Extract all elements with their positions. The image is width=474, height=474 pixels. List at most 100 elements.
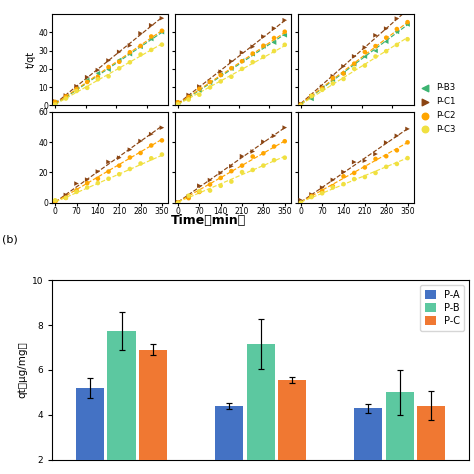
Point	[116, 56, 123, 64]
Point	[116, 154, 123, 162]
Point	[319, 187, 326, 195]
Point	[94, 175, 102, 182]
Point	[404, 155, 411, 162]
Point	[137, 137, 145, 145]
Point	[228, 178, 235, 185]
Point	[217, 68, 225, 75]
Point	[404, 36, 411, 43]
Point	[383, 38, 390, 46]
Point	[228, 57, 235, 65]
Point	[372, 47, 379, 55]
Point	[308, 193, 315, 201]
Point	[350, 60, 358, 67]
Point	[83, 76, 91, 84]
Point	[83, 184, 91, 191]
Point	[372, 32, 379, 39]
Point	[185, 92, 192, 100]
Point	[297, 101, 305, 109]
Point	[372, 150, 379, 158]
Point	[94, 69, 102, 77]
Point	[260, 162, 267, 169]
Point	[73, 180, 80, 187]
Point	[83, 179, 91, 187]
Point	[174, 101, 182, 109]
Point	[105, 66, 112, 73]
Point	[126, 165, 134, 173]
Point	[404, 138, 411, 146]
Point	[393, 28, 401, 36]
Point	[260, 53, 267, 61]
Point	[228, 65, 235, 73]
Point	[217, 71, 225, 78]
Point	[383, 139, 390, 146]
Point	[105, 158, 112, 166]
Point	[147, 33, 155, 40]
Point	[319, 184, 326, 191]
Point	[51, 99, 59, 106]
Point	[196, 82, 203, 90]
Point	[73, 82, 80, 90]
Point	[319, 83, 326, 91]
Point	[185, 193, 192, 201]
Point	[281, 124, 289, 131]
Point	[383, 153, 390, 160]
Bar	[139, 350, 167, 474]
Point	[147, 155, 155, 162]
Point	[174, 100, 182, 108]
Point	[185, 192, 192, 200]
Point	[147, 130, 155, 138]
Point	[281, 137, 289, 145]
Point	[319, 86, 326, 94]
Point	[350, 169, 358, 177]
Point	[105, 73, 112, 80]
Point	[249, 43, 256, 51]
Bar	[76, 388, 104, 474]
Point	[147, 46, 155, 54]
Bar	[278, 380, 306, 474]
Point	[361, 157, 369, 164]
Point	[196, 182, 203, 190]
Point	[393, 132, 401, 139]
Point	[147, 142, 155, 149]
Point	[94, 73, 102, 81]
Point	[308, 92, 315, 100]
Point	[174, 99, 182, 106]
Point	[383, 163, 390, 171]
Point	[51, 198, 59, 206]
Point	[174, 199, 182, 206]
Point	[217, 71, 225, 79]
Point	[105, 63, 112, 71]
Point	[206, 187, 214, 194]
Point	[116, 162, 123, 169]
Point	[393, 41, 401, 49]
Point	[62, 194, 70, 201]
Point	[126, 50, 134, 58]
Point	[319, 190, 326, 197]
Point	[83, 78, 91, 86]
Point	[217, 174, 225, 182]
Bar	[215, 406, 243, 474]
Point	[249, 58, 256, 66]
Point	[350, 158, 358, 166]
Point	[329, 73, 337, 80]
Point	[361, 164, 369, 171]
Point	[340, 69, 347, 77]
Point	[404, 21, 411, 28]
Point	[62, 191, 70, 199]
Point	[361, 48, 369, 56]
Point	[372, 169, 379, 177]
Point	[185, 194, 192, 202]
Point	[228, 163, 235, 170]
Point	[73, 188, 80, 196]
Point	[105, 57, 112, 64]
Point	[126, 42, 134, 49]
Point	[51, 100, 59, 108]
Point	[73, 85, 80, 92]
Point	[260, 149, 267, 157]
Point	[116, 48, 123, 55]
Point	[206, 176, 214, 184]
Point	[238, 168, 246, 176]
Point	[281, 28, 289, 36]
Point	[270, 39, 278, 46]
Bar	[354, 408, 383, 474]
